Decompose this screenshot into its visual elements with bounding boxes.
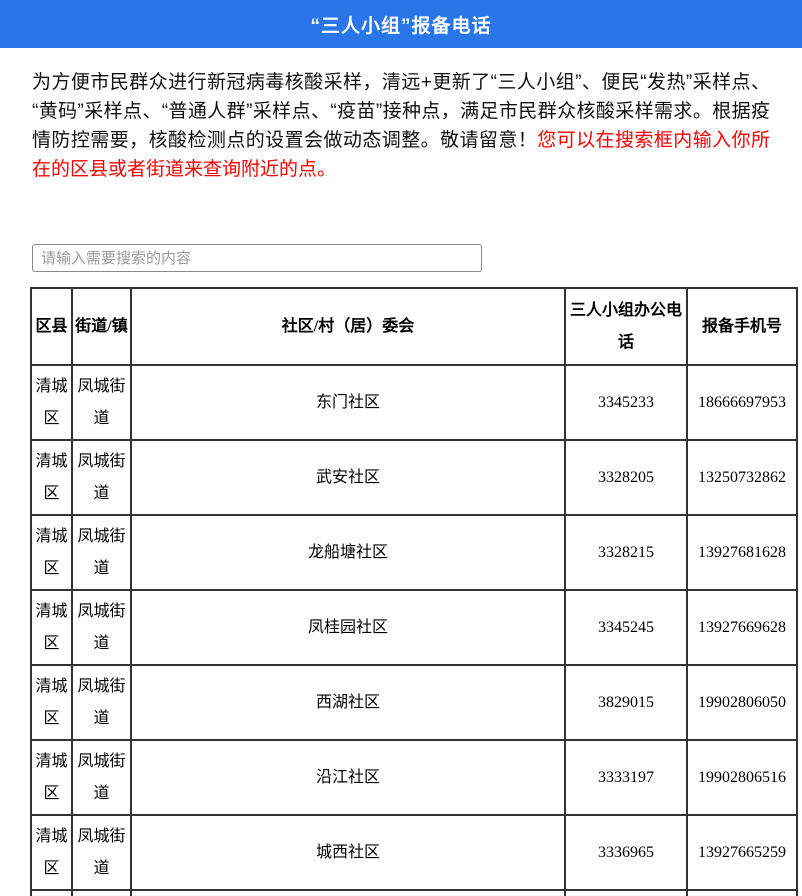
cell-office_phone: 3336965 [564,814,688,891]
cell-office_phone: 3333197 [564,739,688,816]
cell-office_phone: 3328205 [564,439,688,516]
cell-district: 清城区 [30,889,73,896]
table-header-row: 区县 街道/镇 社区/村（居）委会 三人小组办公电话 报备手机号 [30,287,798,366]
intro-text-highlight: 您可以在搜索框内输入你所在的区县或者街道来查询附近的点。 [32,130,770,180]
cell-mobile: 13927665259 [686,814,798,891]
cell-street_town: 凤城街道 [71,739,132,816]
table-row: 清城区 凤城街道 东门社区 3345233 18666697953 [30,364,798,441]
cell-district: 清城区 [30,814,73,891]
column-header-district: 区县 [30,287,73,366]
cell-mobile: 18666697953 [686,364,798,441]
intro-text: 为方便市民群众进行新冠病毒核酸采样，清远+更新了“三人小组”、便民“发热”采样点… [32,72,770,151]
column-header-community: 社区/村（居）委会 [130,287,566,366]
cell-community: 城西社区 [130,814,566,891]
cell-mobile: 13927668360 [686,889,798,896]
cell-district: 清城区 [30,364,73,441]
cell-street_town: 凤城街道 [71,514,132,591]
cell-office_phone: 3829015 [564,664,688,741]
cell-office_phone: 3345233 [564,364,688,441]
cell-street_town: 凤城街道 [71,439,132,516]
table-row: 清城区 凤城街道 沿江社区 3333197 19902806516 [30,739,798,816]
table-row: 清城区 凤城街道 武安社区 3328205 13250732862 [30,439,798,516]
report-table: 区县 街道/镇 社区/村（居）委会 三人小组办公电话 报备手机号 清城区 凤城街道 东门社区… [30,287,798,896]
cell-district: 清城区 [30,664,73,741]
cell-office_phone: 3345245 [564,589,688,666]
cell-district: 清城区 [30,514,73,591]
column-header-office_phone: 三人小组办公电话 [564,287,688,366]
table-header: 区县 街道/镇 社区/村（居）委会 三人小组办公电话 报备手机号 [30,287,798,366]
cell-street_town: 凤城街道 [71,889,132,896]
cell-district: 清城区 [30,739,73,816]
cell-mobile: 19902806050 [686,664,798,741]
cell-community: 龙船塘社区 [130,514,566,591]
page-title: “三人小组”报备电话 [310,15,492,37]
cell-district: 清城区 [30,439,73,516]
cell-mobile: 13927669628 [686,589,798,666]
cell-community: 凤桂园社区 [130,589,566,666]
cell-community: 东门社区 [130,364,566,441]
cell-community: 麻寺田社区 [130,889,566,896]
cell-office_phone: 3328215 [564,514,688,591]
search-section [32,244,770,272]
cell-community: 西湖社区 [130,664,566,741]
cell-mobile: 13250732862 [686,439,798,516]
cell-mobile: 13927681628 [686,514,798,591]
search-input[interactable] [32,244,482,272]
cell-street_town: 凤城街道 [71,664,132,741]
cell-office_phone: 3824386 [564,889,688,896]
cell-street_town: 凤城街道 [71,814,132,891]
cell-community: 沿江社区 [130,739,566,816]
intro-paragraph: 为方便市民群众进行新冠病毒核酸采样，清远+更新了“三人小组”、便民“发热”采样点… [32,68,770,184]
cell-mobile: 19902806516 [686,739,798,816]
table-row: 清城区凤城街道麻寺田社区382438613927668360 [30,889,798,896]
cell-district: 清城区 [30,589,73,666]
column-header-street_town: 街道/镇 [71,287,132,366]
page-header: “三人小组”报备电话 [0,0,802,48]
table-row: 清城区 凤城街道 城西社区 3336965 13927665259 [30,814,798,891]
column-header-mobile: 报备手机号 [686,287,798,366]
table-row: 清城区 凤城街道 龙船塘社区 3328215 13927681628 [30,514,798,591]
cell-street_town: 凤城街道 [71,364,132,441]
table-body: 清城区 凤城街道 东门社区 3345233 18666697953 清城区 凤城街道 武安社区… [30,364,798,896]
cell-community: 武安社区 [130,439,566,516]
table-row: 清城区 凤城街道 西湖社区 3829015 19902806050 [30,664,798,741]
table-row: 清城区 凤城街道 凤桂园社区 3345245 13927669628 [30,589,798,666]
cell-street_town: 凤城街道 [71,589,132,666]
